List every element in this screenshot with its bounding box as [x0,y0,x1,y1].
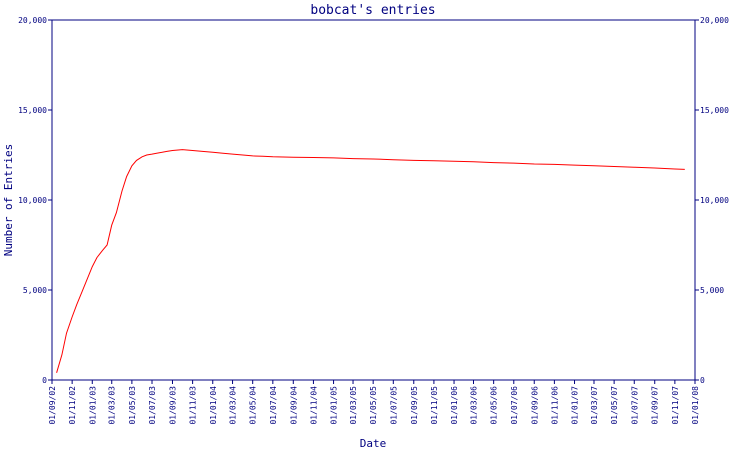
y-tick-label-right: 15,000 [700,106,729,115]
x-tick-label: 01/03/07 [590,386,599,425]
y-tick-label-left: 0 [42,376,47,385]
y-tick-label-left: 20,000 [18,16,47,25]
x-tick-label: 01/01/04 [209,386,218,425]
x-tick-label: 01/11/05 [430,386,439,425]
x-tick-label: 01/09/07 [651,386,660,425]
x-tick-label: 01/07/04 [269,386,278,425]
plot-area-frame [51,19,696,381]
x-tick-label: 01/07/06 [510,386,519,425]
x-tick-label: 01/03/06 [470,386,479,425]
y-tick-label-left: 10,000 [18,196,47,205]
x-tick-label: 01/05/07 [610,386,619,425]
series-line [56,149,685,373]
x-tick-label: 01/03/03 [108,386,117,425]
y-tick-label-right: 10,000 [700,196,729,205]
series-layer [56,149,685,373]
chart-title: bobcat's entries [310,3,435,18]
x-tick-label: 01/03/04 [229,386,238,425]
y-axis-title: Number of Entries [2,144,15,257]
y-tick-label-left: 15,000 [18,106,47,115]
x-tick-label: 01/11/07 [671,386,680,425]
y-tick-label-right: 5,000 [700,286,724,295]
x-tick-label: 01/11/04 [309,386,318,425]
x-tick-label: 01/11/02 [68,386,77,425]
x-tick-label: 01/01/07 [571,386,580,425]
x-tick-label: 01/07/03 [148,386,157,425]
x-tick-label: 01/09/04 [289,386,298,425]
x-tick-label: 01/01/03 [88,386,97,425]
x-tick-label: 01/01/05 [330,386,339,425]
x-tick-label: 01/05/05 [369,386,378,425]
y-tick-label-right: 0 [700,376,705,385]
x-tick-label: 01/11/06 [550,386,559,425]
x-tick-label: 01/07/07 [630,386,639,425]
y-axis-ticks: 0 0 5,000 5,000 10,000 10,000 15,000 15,000 20,0… [18,16,729,385]
x-tick-label: 01/01/08 [691,386,700,425]
y-tick-label-left: 5,000 [23,286,47,295]
x-tick-label: 01/09/05 [410,386,419,425]
x-tick-label: 01/05/04 [249,386,258,425]
x-axis-title: Date [360,437,387,450]
x-tick-label: 01/09/02 [48,386,57,425]
x-tick-label: 01/05/03 [128,386,137,425]
x-tick-label: 01/05/06 [490,386,499,425]
x-tick-label: 01/01/06 [450,386,459,425]
y-tick-label-right: 20,000 [700,16,729,25]
x-tick-label: 01/11/03 [189,386,198,425]
x-tick-label: 01/09/03 [168,386,177,425]
x-tick-label: 01/07/05 [389,386,398,425]
x-tick-label: 01/09/06 [530,386,539,425]
x-axis-ticks: 01/09/02 01/11/02 01/01/03 01/03/03 01/05/03… [48,380,700,425]
x-tick-label: 01/03/05 [349,386,358,425]
